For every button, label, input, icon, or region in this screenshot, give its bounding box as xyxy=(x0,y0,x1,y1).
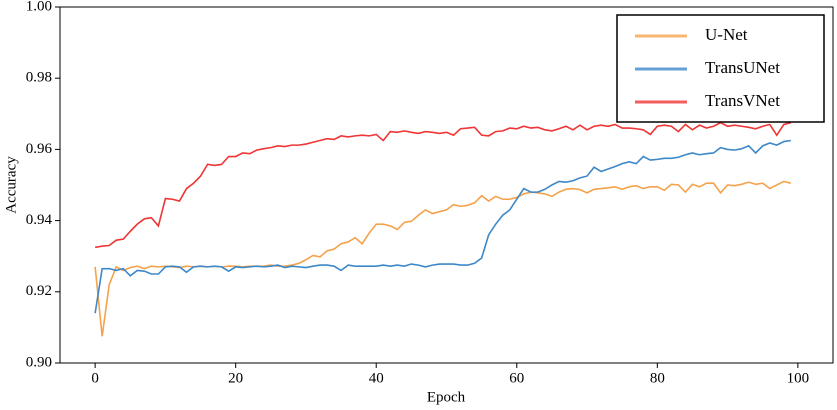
x-tick-label: 20 xyxy=(228,370,243,386)
legend-label: U-Net xyxy=(705,25,748,44)
plot-frame xyxy=(59,6,834,364)
legend-label: TransUNet xyxy=(705,58,780,77)
x-tick-label: 80 xyxy=(650,370,665,386)
x-axis-label: Epoch xyxy=(427,389,466,405)
y-tick-label: 0.96 xyxy=(26,141,53,157)
y-tick-label: 0.94 xyxy=(26,212,53,228)
y-axis-label: Accuracy xyxy=(3,156,19,214)
series-line xyxy=(94,180,792,337)
legend-label: TransVNet xyxy=(705,91,780,110)
x-tick-label: 100 xyxy=(787,370,810,386)
y-tick-label: 0.92 xyxy=(26,283,52,299)
legend: U-Net TransUNet TransVNet xyxy=(616,14,825,123)
y-tick-label: 0.98 xyxy=(26,70,52,86)
series-line xyxy=(94,139,791,314)
x-tick-label: 40 xyxy=(369,370,384,386)
y-tick-label: 0.90 xyxy=(26,354,52,370)
x-tick-label: 0 xyxy=(91,370,99,386)
y-tick-label: 1.00 xyxy=(26,0,52,14)
series-line xyxy=(95,121,792,249)
x-tick-label: 60 xyxy=(509,370,524,386)
